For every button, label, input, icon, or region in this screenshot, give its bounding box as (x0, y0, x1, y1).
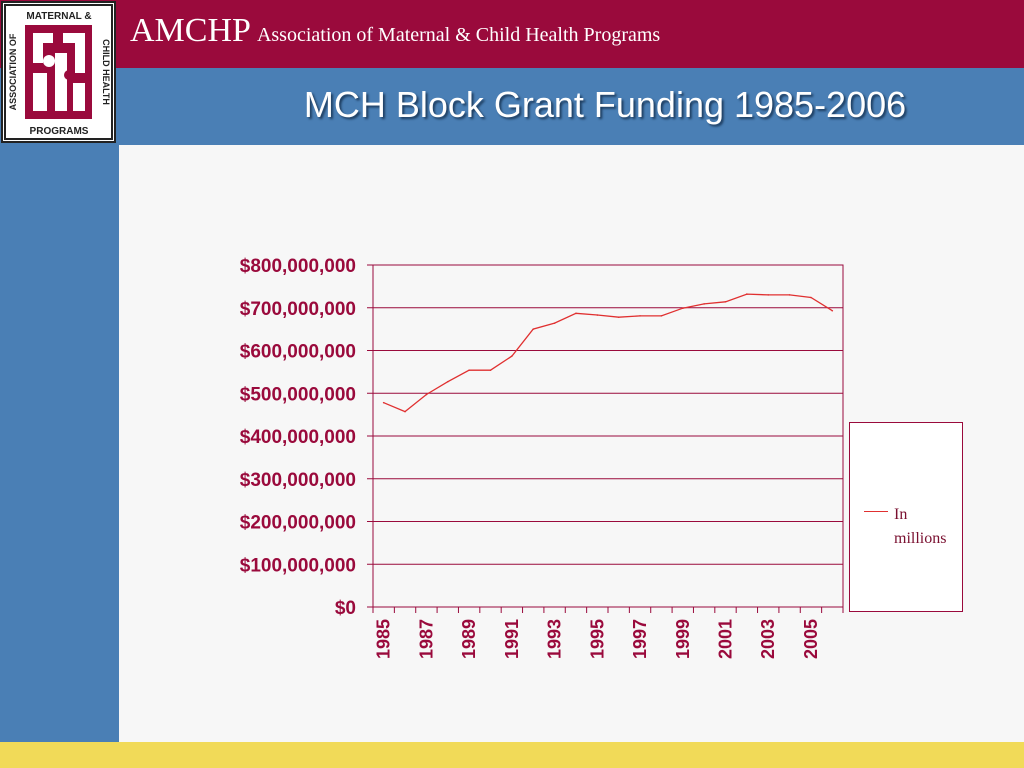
logo-emblem-icon (25, 25, 92, 119)
y-tick-label: $100,000,000 (240, 555, 356, 576)
y-tick-label: $300,000,000 (240, 470, 356, 491)
data-point (468, 369, 470, 371)
logo-text-top: MATERNAL & (26, 11, 91, 22)
data-point (511, 355, 513, 357)
title-bar (0, 68, 1024, 145)
data-point (596, 314, 599, 316)
y-tick-label: $200,000,000 (240, 513, 356, 534)
footer-stripe (0, 742, 1024, 768)
data-point (446, 380, 449, 383)
brand-name: AMCHP (130, 12, 251, 49)
data-point (532, 328, 535, 330)
data-point (382, 401, 385, 404)
data-point (724, 300, 727, 303)
data-point (703, 303, 705, 305)
data-point (767, 294, 770, 296)
logo-text-bottom: PROGRAMS (30, 126, 89, 137)
logo-graphic: MATERNAL & PROGRAMS ASSOCIATION OF CHILD… (4, 4, 113, 140)
data-point (639, 315, 641, 317)
data-point (681, 307, 684, 309)
y-tick-label: $400,000,000 (240, 427, 356, 448)
data-point (425, 393, 428, 396)
data-point (617, 316, 620, 318)
data-point (404, 410, 406, 413)
x-tick-label: 1997 (630, 619, 650, 659)
x-tick-label: 2003 (758, 619, 778, 659)
legend-series-swatch (864, 511, 888, 512)
legend-series-label: In millions (894, 506, 947, 547)
data-point (575, 312, 577, 315)
x-tick-label: 1999 (673, 619, 693, 659)
data-point (553, 322, 556, 324)
brand-full-name: Association of Maternal & Child Health P… (256, 24, 661, 46)
data-point (831, 309, 834, 312)
data-point (660, 315, 663, 317)
logo-text-left: ASSOCIATION OF (8, 33, 18, 110)
brand-heading: AMCHP Association of Maternal & Child Hea… (130, 12, 660, 50)
x-tick-label: 1991 (502, 619, 522, 659)
y-tick-label: $0 (335, 598, 356, 619)
x-tick-label: 2001 (716, 619, 736, 659)
amchp-logo: MATERNAL & PROGRAMS ASSOCIATION OF CHILD… (1, 1, 116, 143)
x-tick-label: 1995 (587, 619, 607, 659)
y-tick-label: $500,000,000 (240, 384, 356, 405)
data-point (788, 294, 791, 296)
y-tick-label: $600,000,000 (240, 342, 356, 363)
data-point (489, 369, 492, 371)
x-tick-label: 2005 (801, 619, 821, 659)
x-tick-label: 1987 (416, 619, 436, 659)
y-tick-label: $800,000,000 (240, 256, 356, 277)
slide-title: MCH Block Grant Funding 1985-2006 (303, 84, 907, 125)
x-tick-label: 1989 (459, 619, 479, 659)
x-tick-label: 1993 (545, 619, 565, 659)
chart-legend: In millions (849, 422, 963, 612)
data-point (810, 296, 812, 299)
left-sidebar-stripe (0, 145, 119, 745)
header-banner (0, 0, 1024, 68)
x-tick-label: 1985 (374, 619, 394, 659)
series-line (383, 293, 833, 413)
data-point (746, 293, 748, 295)
logo-text-right: CHILD HEALTH (101, 39, 111, 105)
y-tick-label: $700,000,000 (240, 299, 356, 320)
